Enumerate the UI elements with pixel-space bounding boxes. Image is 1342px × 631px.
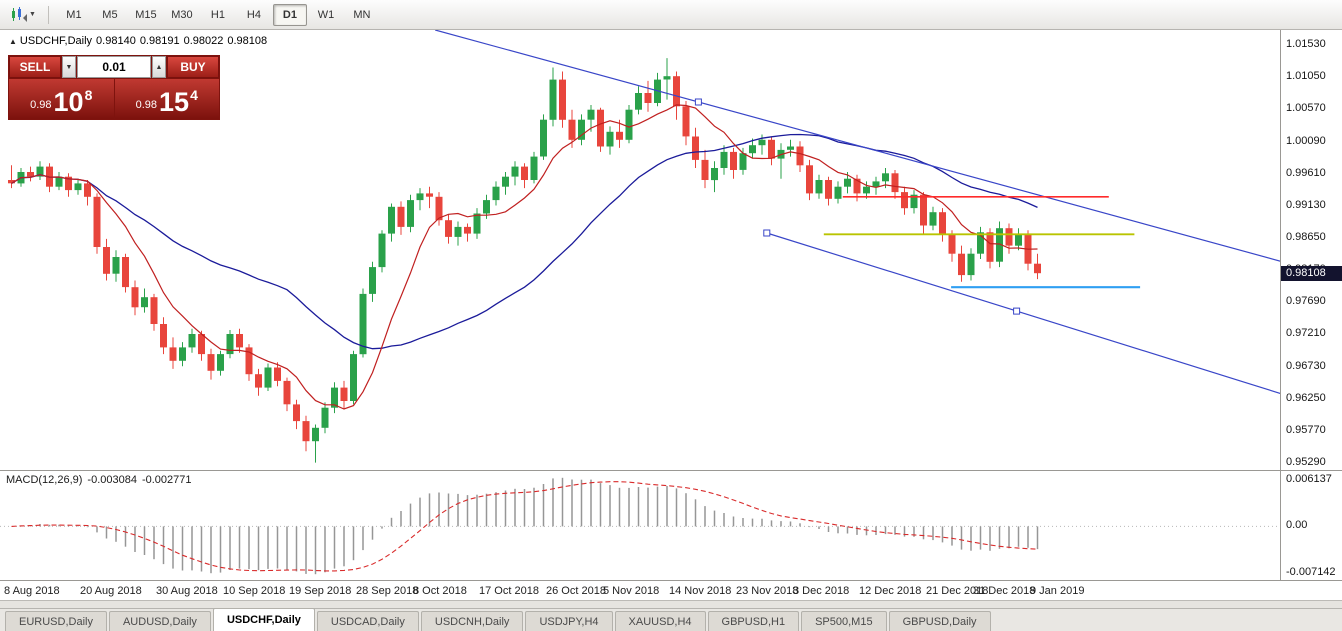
candlestick-chart[interactable]: [0, 30, 1280, 470]
timeframe-button-mn[interactable]: MN: [353, 8, 371, 21]
chart-tab-sp500-m15[interactable]: SP500,M15: [801, 611, 887, 631]
timeframe-button-h4[interactable]: H4: [246, 8, 261, 21]
buy-price-big: 15: [159, 87, 190, 117]
chart-tab-xauusd-h4[interactable]: XAUUSD,H4: [614, 611, 706, 631]
chart-tab-gbpusd-daily[interactable]: GBPUSD,Daily: [888, 611, 991, 631]
bottom-tabs-bar: EURUSD,Daily AUDUSD,Daily USDCHF,Daily USDC…: [0, 608, 1342, 631]
timeframe-button-m5[interactable]: M5: [102, 8, 118, 21]
chart-tab-eurusd-daily[interactable]: EURUSD,Daily: [5, 611, 107, 631]
candlestick-chart-icon: [12, 7, 27, 22]
date-axis-label: 26 Oct 2018: [546, 585, 606, 597]
horizontal-scrollbar[interactable]: [0, 600, 1342, 608]
date-axis-label: 9 Jan 2019: [1030, 585, 1085, 597]
date-axis-label: 20 Aug 2018: [80, 585, 142, 597]
price-axis-label: 0.98650: [1286, 231, 1326, 243]
date-axis[interactable]: 8 Aug 2018 20 Aug 2018 30 Aug 2018 10 Sep 2…: [0, 580, 1342, 600]
buy-price-tile[interactable]: 0.98 15 4: [114, 79, 219, 119]
sell-price-tile[interactable]: 0.98 10 8: [9, 79, 114, 119]
timeframe-button-group: M1 M5 M15 M30 H1 H4 D1 W1 MN: [56, 3, 380, 26]
chart-tab-usdcad-daily[interactable]: USDCAD,Daily: [316, 611, 419, 631]
volume-input[interactable]: 0.01: [77, 56, 151, 78]
date-axis-label: 12 Dec 2018: [859, 585, 922, 597]
chart-marker-icon: ▲: [9, 37, 17, 46]
date-axis-label: 23 Nov 2018: [736, 585, 799, 597]
date-axis-label: 5 Nov 2018: [603, 585, 660, 597]
price-axis-label: 1.00570: [1286, 102, 1326, 114]
buy-price-pip: 4: [190, 87, 198, 103]
price-axis-label: 0.96250: [1286, 392, 1326, 404]
chart-tab-usdcnh-daily[interactable]: USDCNH,Daily: [420, 611, 524, 631]
price-axis-label: 0.95290: [1286, 456, 1326, 468]
stepper-up-icon: ▲: [155, 63, 163, 71]
date-axis-label: 3 Dec 2018: [793, 585, 850, 597]
date-axis-label: 14 Nov 2018: [669, 585, 732, 597]
macd-value-main: -0.003084: [87, 474, 137, 486]
chevron-down-icon: ▼: [29, 11, 36, 18]
price-axis-label: 0.95770: [1286, 424, 1326, 436]
date-axis-label: 8 Aug 2018: [4, 585, 60, 597]
date-axis-label: 28 Sep 2018: [356, 585, 419, 597]
ohlc-open: 0.98140: [96, 35, 136, 47]
chart-title: ▲ USDCHF,Daily 0.98140 0.98191 0.98022 0.9810…: [9, 35, 271, 47]
price-axis-label: 0.96730: [1286, 360, 1326, 372]
ohlc-low: 0.98022: [183, 35, 224, 47]
current-price-badge: 0.98108: [1281, 266, 1342, 281]
timeframe-button-d1[interactable]: D1: [272, 3, 307, 26]
date-axis-label: 17 Oct 2018: [479, 585, 539, 597]
chart-tab-gbpusd-h1[interactable]: GBPUSD,H1: [707, 611, 800, 631]
panel-divider: [1281, 470, 1342, 471]
date-axis-label: 30 Aug 2018: [156, 585, 218, 597]
timeframe-button-h1[interactable]: H1: [210, 8, 225, 21]
date-axis-label: 31 Dec 2018: [973, 585, 1036, 597]
price-axis-label: 1.00090: [1286, 135, 1326, 147]
macd-axis-label: 0.00: [1286, 519, 1308, 531]
timeframe-button-w1[interactable]: W1: [317, 8, 335, 21]
price-axis-label: 0.97690: [1286, 295, 1326, 307]
one-click-trading-panel: SELL ▼ 0.01 ▲ BUY 0.98 10 8 0.98 15 4: [8, 55, 220, 120]
timeframe-button-m15[interactable]: M15: [135, 8, 157, 21]
price-axis[interactable]: 0.98108 1.01530 1.01050 1.00570 1.00090 0.99…: [1280, 30, 1342, 580]
price-axis-label: 1.01530: [1286, 38, 1326, 50]
macd-axis-label: 0.006137: [1286, 473, 1332, 485]
top-toolbar: ▼ M1 M5 M15 M30 H1 H4 D1 W1 MN: [0, 0, 1342, 30]
toolbar-separator: [47, 5, 49, 24]
date-axis-label: 21 Dec 2018: [926, 585, 989, 597]
chart-type-dropdown-button[interactable]: ▼: [6, 3, 41, 27]
macd-chart[interactable]: [0, 471, 1280, 581]
macd-value-signal: -0.002771: [141, 474, 192, 486]
main-chart-area[interactable]: [0, 30, 1280, 470]
volume-decrease-button[interactable]: ▼: [62, 56, 76, 78]
macd-axis-label: -0.007142: [1286, 566, 1336, 578]
stepper-down-icon: ▼: [65, 63, 73, 71]
macd-name: MACD(12,26,9): [6, 474, 83, 486]
ohlc-close: 0.98108: [227, 35, 268, 47]
price-axis-label: 0.99130: [1286, 199, 1326, 211]
timeframe-button-m30[interactable]: M30: [171, 8, 193, 21]
sell-price-big: 10: [53, 87, 84, 117]
price-axis-label: 1.01050: [1286, 70, 1326, 82]
timeframe-button-m1[interactable]: M1: [66, 8, 82, 21]
chart-symbol-period: USDCHF,Daily: [19, 35, 93, 47]
macd-indicator-panel[interactable]: MACD(12,26,9) -0.003084 -0.002771: [0, 470, 1280, 581]
chart-tab-audusd-daily[interactable]: AUDUSD,Daily: [108, 611, 211, 631]
ohlc-high: 0.98191: [139, 35, 180, 47]
buy-button[interactable]: BUY: [167, 56, 219, 78]
sell-button[interactable]: SELL: [9, 56, 61, 78]
sell-price-prefix: 0.98: [30, 99, 52, 111]
volume-increase-button[interactable]: ▲: [152, 56, 166, 78]
date-axis-label: 10 Sep 2018: [223, 585, 286, 597]
chart-tab-usdjpy-h4[interactable]: USDJPY,H4: [525, 611, 613, 631]
sell-price-pip: 8: [84, 87, 93, 103]
price-axis-label: 0.97210: [1286, 327, 1326, 339]
chart-tab-usdchf-daily[interactable]: USDCHF,Daily: [212, 608, 315, 631]
macd-label: MACD(12,26,9) -0.003084 -0.002771: [6, 474, 197, 486]
date-axis-label: 19 Sep 2018: [289, 585, 352, 597]
date-axis-label: 8 Oct 2018: [413, 585, 467, 597]
price-axis-label: 0.99610: [1286, 167, 1326, 179]
buy-price-prefix: 0.98: [135, 99, 158, 111]
